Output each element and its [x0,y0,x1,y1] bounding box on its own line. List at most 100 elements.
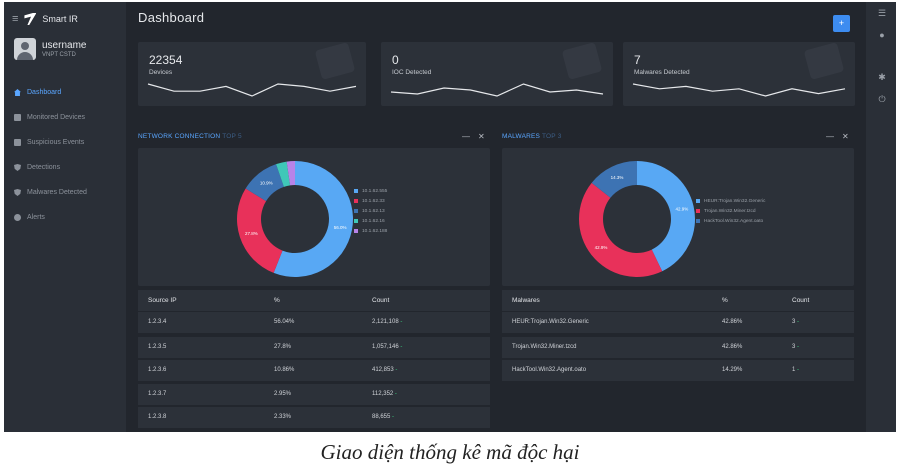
sidebar-item-label: Malwares Detected [27,189,87,196]
donut-slice[interactable] [245,164,284,202]
table-row[interactable]: 1.2.3.6 10.86% 412,853 - [138,360,490,381]
grid-icon[interactable]: ☰ [877,8,887,18]
table-cell: 27.8% [274,344,292,350]
table-row[interactable]: HEUR:Trojan.Win32.Generic 42.86% 3 - [502,312,854,333]
legend-item[interactable]: HackTool.Win32.Agent.oato [696,216,765,226]
table-cell: HEUR:Trojan.Win32.Generic [512,319,589,325]
stat-value: 0 [392,53,399,67]
stat-card-malwares-detected[interactable]: 7 Malwares Detected [623,42,855,106]
donut-slice[interactable] [273,161,353,277]
slice-label: 10.9% [260,181,273,186]
slice-label: 27.8% [245,231,258,236]
trend-delta: - [394,391,397,397]
slice-label: 56.0% [334,225,347,230]
malwares-close-button[interactable]: ✕ [842,132,849,141]
monitor-icon [14,114,21,121]
table-cell: 1.2.3.4 [148,319,167,325]
table-row[interactable]: 1.2.3.8 2.33% 88,655 - [138,407,490,428]
table-cell: Trojan.Win32.Miner.tzcd [512,344,577,350]
table-cell: 88,655 - [372,414,395,420]
slice-label: 42.9% [675,206,688,211]
stat-label: Malwares Detected [634,69,690,76]
legend-item[interactable]: 10.1.62.555 [354,186,387,196]
sidebar-nav: Dashboard Monitored Devices Suspicious E… [4,80,126,230]
panel-subtitle: TOP 5 [222,133,242,140]
sparkline-path [147,83,357,97]
trend-delta: - [400,319,403,325]
table-cell: 56.04% [274,319,295,325]
table-row[interactable]: 1.2.3.5 27.8% 1,057,146 - [138,337,490,358]
panel-subtitle: TOP 3 [541,133,562,140]
legend-item[interactable]: Trojan.Win32.Miner.tzcd [696,206,765,216]
legend-label: 10.1.62.13 [362,208,385,214]
stat-label: IOC Detected [392,69,432,76]
legend-label: 10.1.62.16 [362,218,385,224]
legend-item[interactable]: 10.1.62.13 [354,206,387,216]
legend-label: Trojan.Win32.Miner.tzcd [704,208,756,214]
sidebar-item-detections[interactable]: Detections [4,155,126,180]
donut-slice[interactable] [637,161,695,272]
legend-swatch [354,219,358,223]
table-cell: 1.2.3.5 [148,344,167,350]
sidebar-item-malwares-detected[interactable]: Malwares Detected [4,180,126,205]
legend-item[interactable]: 10.1.62.33 [354,196,387,206]
sparkline-path [390,83,604,97]
trend-delta: - [400,344,403,350]
hamburger-menu-icon[interactable]: ≡ [12,13,19,25]
donut-slice[interactable] [276,161,291,187]
sparkline [147,83,357,97]
legend-label: 10.1.62.555 [362,188,388,194]
legend-item[interactable]: HEUR:Trojan.Win32.Generic [696,196,765,206]
malwares-chart-card: 42.9% 42.9% 14.3% HEUR:Trojan.Win32.Generi… [502,148,854,286]
stat-card-ioc-detected[interactable]: 0 IOC Detected [381,42,613,106]
document-icon [14,139,21,146]
trend-delta: - [797,344,800,350]
donut-slice[interactable] [286,161,295,186]
sidebar-item-alerts[interactable]: Alerts [4,205,126,230]
table-header-row: Malwares% Count [502,290,854,311]
sidebar: ≡ Smart IR username VNPT CSTD Dashboard … [4,2,126,432]
network-panel-title: NETWORK CONNECTION TOP 5 [138,133,242,140]
legend-item[interactable]: 10.1.62.16 [354,216,387,226]
slice-label: 42.9% [595,245,608,250]
sidebar-item-monitored-devices[interactable]: Monitored Devices [4,105,126,130]
malwares-minimize-button[interactable]: — [826,132,834,141]
user-profile[interactable]: username VNPT CSTD [14,38,86,60]
legend-item[interactable]: 10.1.62.188 [354,226,387,236]
stat-card-devices[interactable]: 22354 Devices [138,42,366,106]
table-cell: 3 - [792,344,800,350]
table-row[interactable]: 1.2.3.7 2.95% 112,352 - [138,384,490,405]
network-close-button[interactable]: ✕ [478,132,485,141]
table-cell: 42.86% [722,319,743,325]
donut-slice[interactable] [579,182,663,277]
table-cell: 1.2.3.7 [148,391,167,397]
donut-slice[interactable] [591,161,637,198]
donut-slice[interactable] [237,188,283,273]
power-icon[interactable]: ⏻ [878,94,886,104]
sidebar-item-label: Detections [27,164,61,171]
sidebar-item-dashboard[interactable]: Dashboard [4,80,126,105]
panel-title: MALWARES [502,133,541,140]
table-cell: 1,057,146 - [372,344,403,350]
column-header: % [274,297,280,304]
figure-caption: Giao diện thống kê mã độc hại [320,440,580,464]
bell-icon[interactable]: ● [879,30,885,40]
gear-icon[interactable]: ✱ [878,72,886,82]
sidebar-item-label: Alerts [27,214,45,221]
table-cell: 42.86% [722,344,743,350]
panel-title: NETWORK CONNECTION [138,133,221,140]
sidebar-item-suspicious-events[interactable]: Suspicious Events [4,130,126,155]
slice-label: 14.3% [611,175,624,180]
table-header-row: Source IP% Count [138,290,490,311]
add-button[interactable]: + [833,15,850,32]
sparkline [390,83,604,97]
table-row[interactable]: 1.2.3.4 56.04% 2,121,108 - [138,312,490,333]
legend-swatch [696,209,700,213]
table-cell: 1.2.3.8 [148,414,167,420]
malwares-panel-title: MALWARES TOP 3 [502,133,562,140]
network-minimize-button[interactable]: — [462,132,470,141]
brand-name: Smart IR [42,14,78,24]
table-row[interactable]: Trojan.Win32.Miner.tzcd 42.86% 3 - [502,337,854,358]
table-row[interactable]: HackTool.Win32.Agent.oato 14.29% 1 - [502,360,854,381]
avatar [14,38,36,60]
